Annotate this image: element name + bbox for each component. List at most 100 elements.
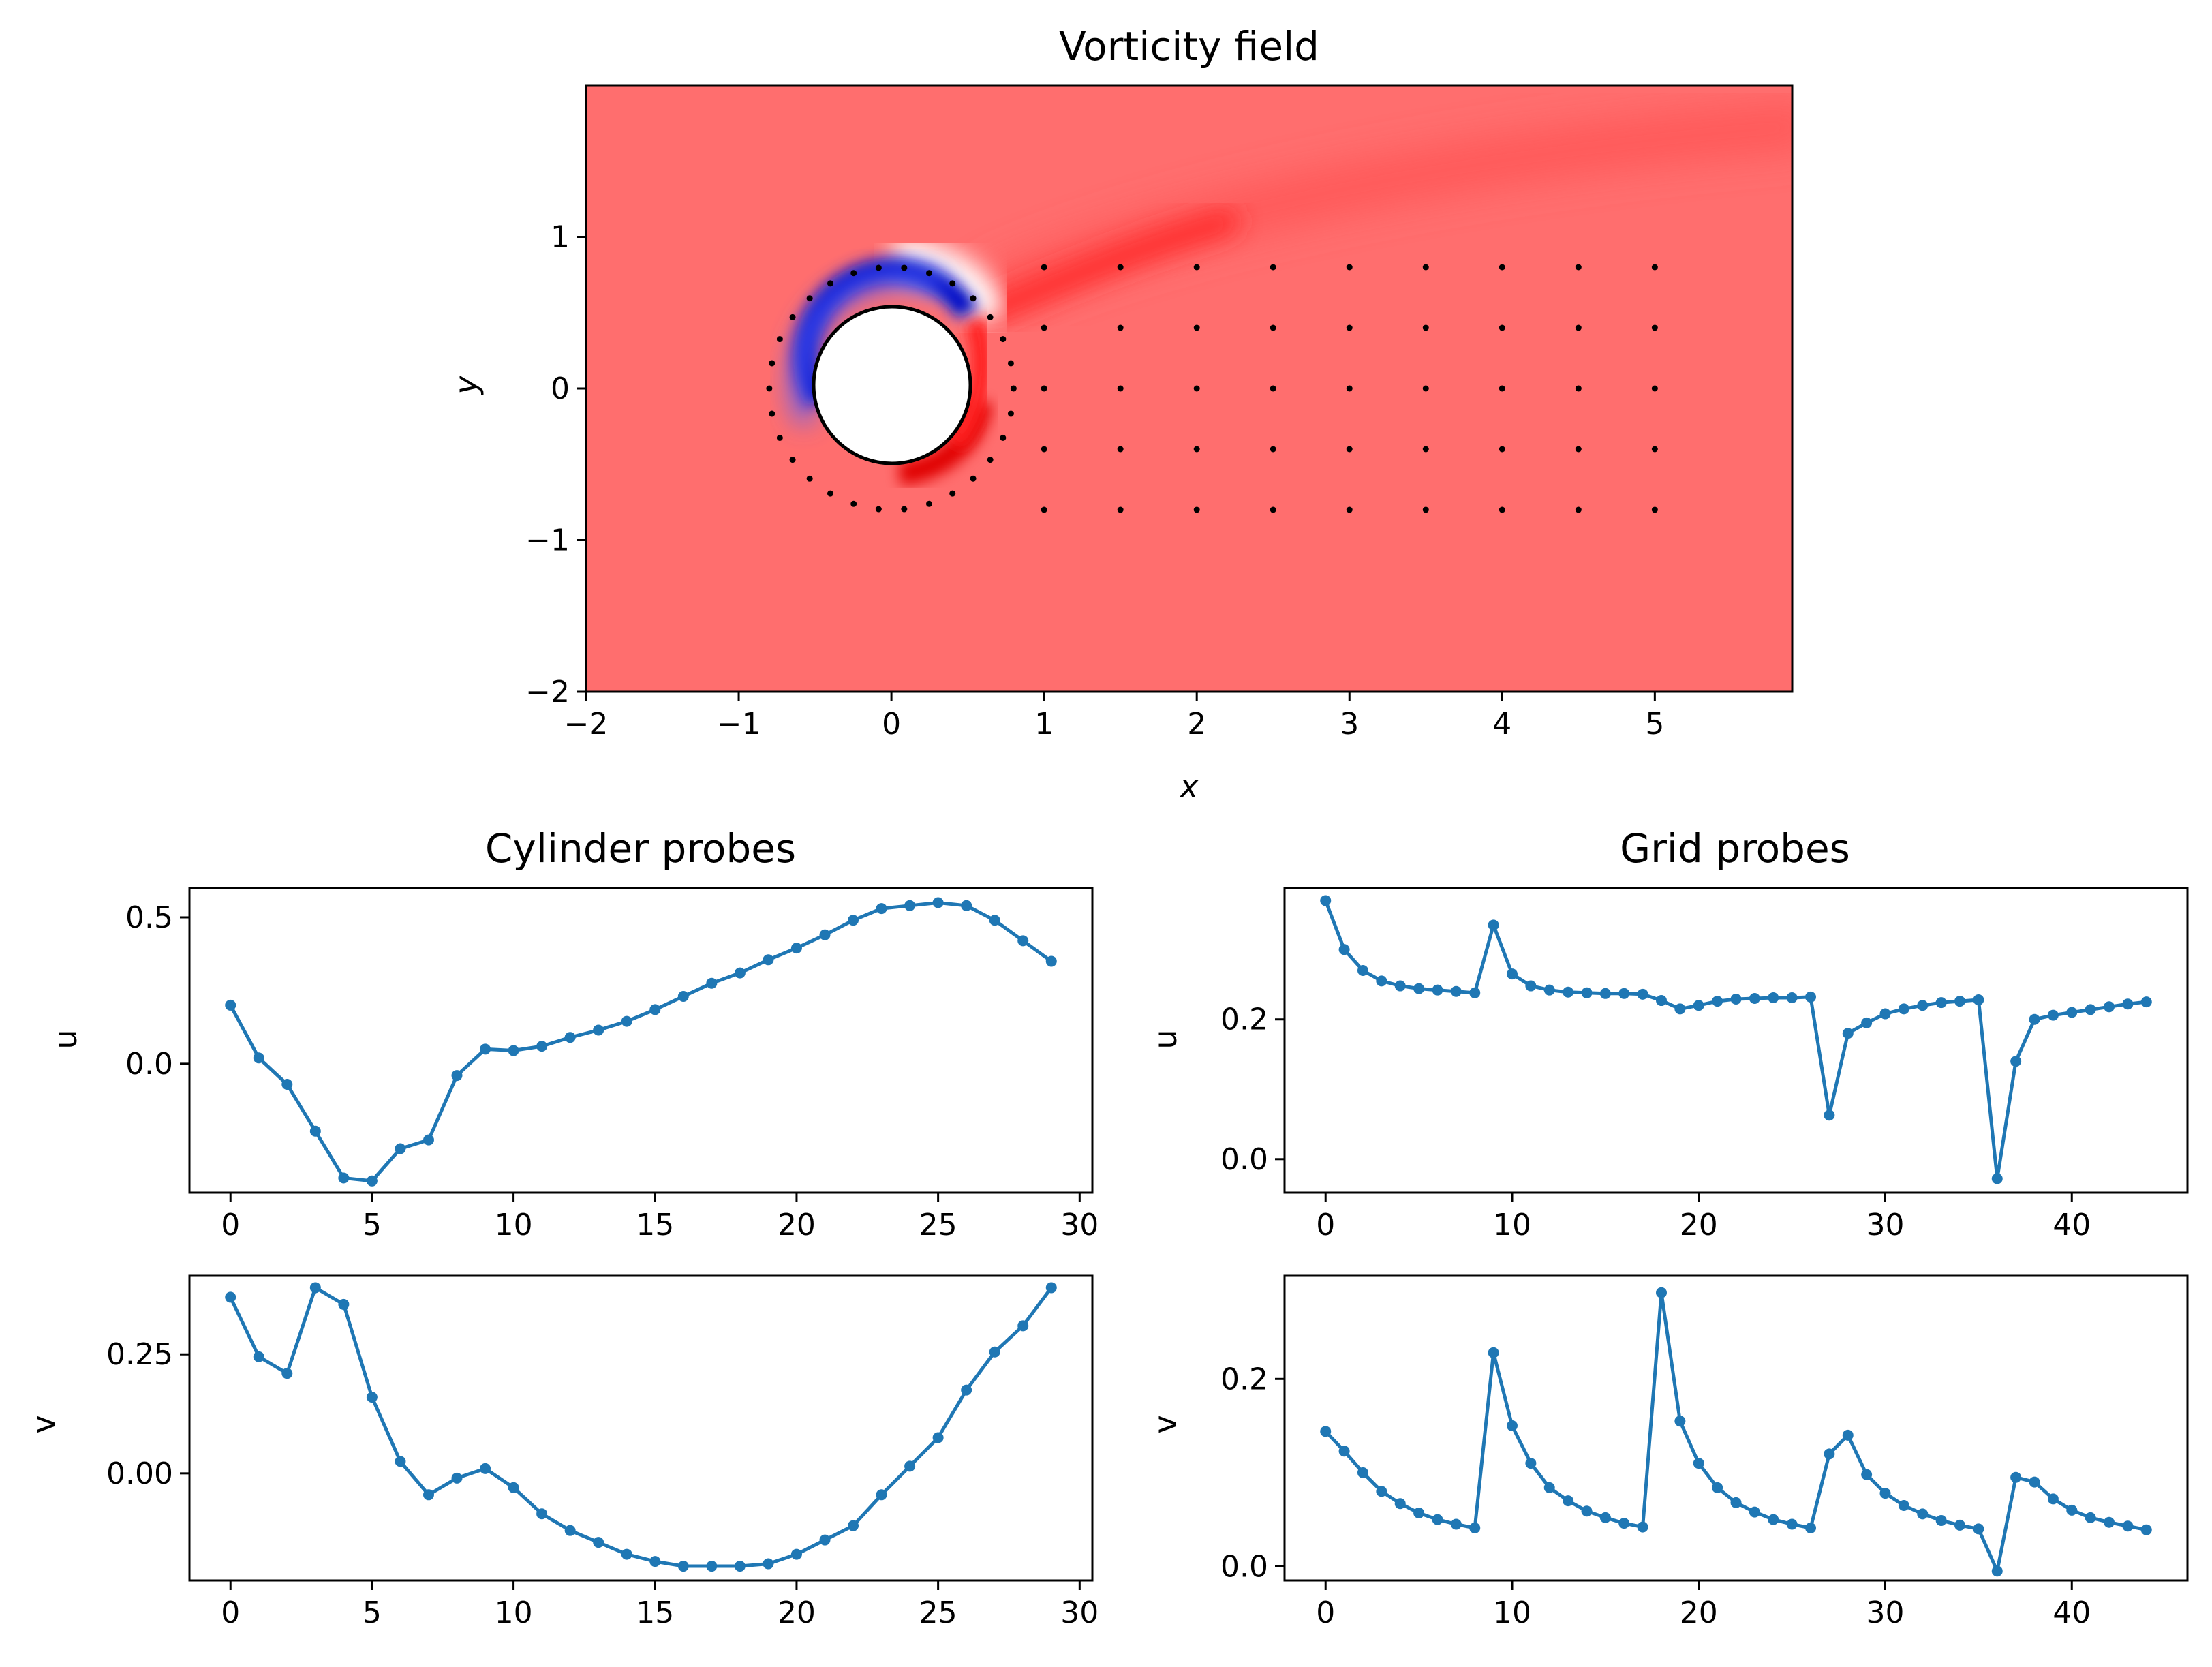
grid-v-data-point	[1824, 1448, 1835, 1460]
grid-probe-marker	[1651, 385, 1658, 392]
cylinder-u-x-tick-label: 15	[636, 1208, 674, 1242]
cylinder-probe-marker	[769, 360, 775, 367]
cylinder-probe-marker	[987, 313, 994, 320]
cylinder-probe-marker	[827, 490, 833, 497]
grid-u-x-tick-label: 0	[1316, 1208, 1335, 1242]
cylinder-v-data-point	[904, 1460, 916, 1472]
grid-v-data-point	[1749, 1506, 1760, 1518]
grid-probe-marker	[1499, 324, 1505, 331]
cylinder-probe-marker	[806, 295, 813, 302]
cylinder-v-x-tick-label: 25	[919, 1595, 957, 1630]
cylinder-v-data-point	[649, 1556, 661, 1567]
grid-u-data-point	[1917, 1000, 1929, 1011]
cylinder-probe-marker	[875, 506, 882, 513]
cylinder-u-data-point	[281, 1078, 293, 1090]
grid-u-series-line	[1323, 900, 2147, 1180]
cylinder-v-x-tick-label: 15	[636, 1595, 674, 1630]
vorticity-y-label: y	[448, 376, 485, 396]
grid-v-data-point	[1394, 1498, 1406, 1510]
grid-u-data-point	[1450, 985, 1462, 997]
cylinder-v-data-point	[508, 1482, 519, 1493]
cylinder-v-data-point	[848, 1520, 859, 1531]
grid-u-data-point	[1693, 1000, 1704, 1011]
grid-v-data-point	[2047, 1493, 2059, 1505]
y-tick-label: 1	[551, 220, 570, 255]
cylinder-u-series-line	[228, 901, 1053, 1183]
cylinder-u-data-point	[508, 1045, 519, 1056]
grid-u-data-point	[1599, 988, 1611, 999]
grid-u-data-point	[1861, 1017, 1873, 1028]
grid-u-data-point	[1618, 988, 1630, 999]
grid-probe-marker	[1575, 385, 1582, 392]
grid-probe-marker	[1422, 324, 1429, 331]
grid-probe-marker	[1346, 264, 1353, 271]
grid-probe-marker	[1117, 264, 1124, 271]
cylinder-u-data-point	[621, 1015, 632, 1027]
cylinder-v-data-point	[480, 1463, 491, 1474]
cylinder-u-data-point	[790, 943, 802, 954]
cylinder-u-data-point	[366, 1175, 378, 1187]
grid-v-x-tick-label: 0	[1316, 1595, 1335, 1630]
grid-v-data-point	[1618, 1518, 1630, 1529]
grid-u-frame	[1283, 887, 2189, 1194]
cylinder-v-data-point	[225, 1291, 236, 1303]
cylinder-v-series-line	[228, 1286, 1053, 1568]
cylinder-probe-marker	[901, 506, 908, 513]
cylinder-probe-marker	[789, 457, 796, 463]
grid-probe-marker	[1270, 385, 1276, 392]
cylinder-u-data-point	[904, 900, 916, 911]
grid-v-frame	[1283, 1274, 2189, 1582]
cylinder-u-data-point	[1017, 935, 1029, 947]
grid-u-data-point	[2104, 1001, 2115, 1013]
cylinder-v-data-point	[338, 1298, 350, 1310]
cylinder-probe-marker	[1000, 336, 1007, 343]
grid-u-data-point	[1954, 996, 1966, 1007]
cylinder-v-y-tick-label: 0.00	[106, 1456, 173, 1491]
grid-u-data-point	[1879, 1008, 1891, 1020]
cylinder-u-x-tick-label: 5	[363, 1208, 382, 1242]
grid-probe-marker	[1193, 385, 1200, 392]
cylinder-probe-marker	[769, 410, 775, 417]
grid-u-data-point	[1338, 944, 1350, 955]
y-tick-label: 0	[551, 371, 570, 406]
x-tick-label: 0	[882, 707, 901, 741]
cylinder-v-data-point	[876, 1489, 887, 1501]
cylinder-probe-marker	[949, 490, 956, 497]
grid-u-data-point	[1376, 975, 1387, 987]
x-tick-label: 4	[1492, 707, 1511, 741]
cylinder-u-data-point	[423, 1134, 434, 1146]
grid-probe-marker	[1117, 385, 1124, 392]
grid-u-data-point	[2066, 1007, 2078, 1018]
grid-v-data-point	[1655, 1287, 1667, 1298]
cylinder-u-data-point	[536, 1041, 548, 1052]
grid-v-data-point	[1637, 1521, 1648, 1533]
grid-u-x-tick-label: 40	[2053, 1208, 2091, 1242]
cylinder-v-x-tick-label: 0	[221, 1595, 240, 1630]
cylinder-probe-marker	[1010, 385, 1017, 392]
cylinder-u-panel: Cylinder probes u 0 5 10 15 20 25 30 0.5 0.0	[47, 825, 1099, 1242]
cylinder-u-data-point	[1045, 955, 1057, 967]
grid-u-data-point	[1357, 964, 1368, 976]
cylinder-body	[812, 305, 972, 465]
cylinder-u-data-point	[706, 977, 718, 989]
cylinder-u-data-point	[593, 1024, 604, 1036]
cylinder-u-data-point	[309, 1125, 321, 1137]
grid-v-data-point	[1563, 1495, 1574, 1507]
grid-probe-marker	[1651, 506, 1658, 513]
grid-v-data-point	[1674, 1416, 1686, 1427]
grid-probe-marker	[1041, 385, 1047, 392]
grid-probe-marker	[1499, 264, 1505, 271]
grid-u-data-point	[1506, 968, 1518, 980]
grid-v-data-point	[1357, 1467, 1368, 1478]
cylinder-probe-marker	[1007, 360, 1014, 367]
grid-probe-marker	[1117, 506, 1124, 513]
grid-probe-marker	[1575, 324, 1582, 331]
cylinder-probe-marker	[1007, 410, 1014, 417]
grid-u-x-tick-label: 20	[1680, 1208, 1718, 1242]
grid-v-data-point	[1543, 1482, 1555, 1493]
cylinder-u-data-point	[848, 915, 859, 926]
y-tick-label: −2	[525, 675, 570, 709]
grid-u-data-point	[1637, 988, 1648, 1000]
shear-layer-lower-red	[946, 317, 992, 450]
